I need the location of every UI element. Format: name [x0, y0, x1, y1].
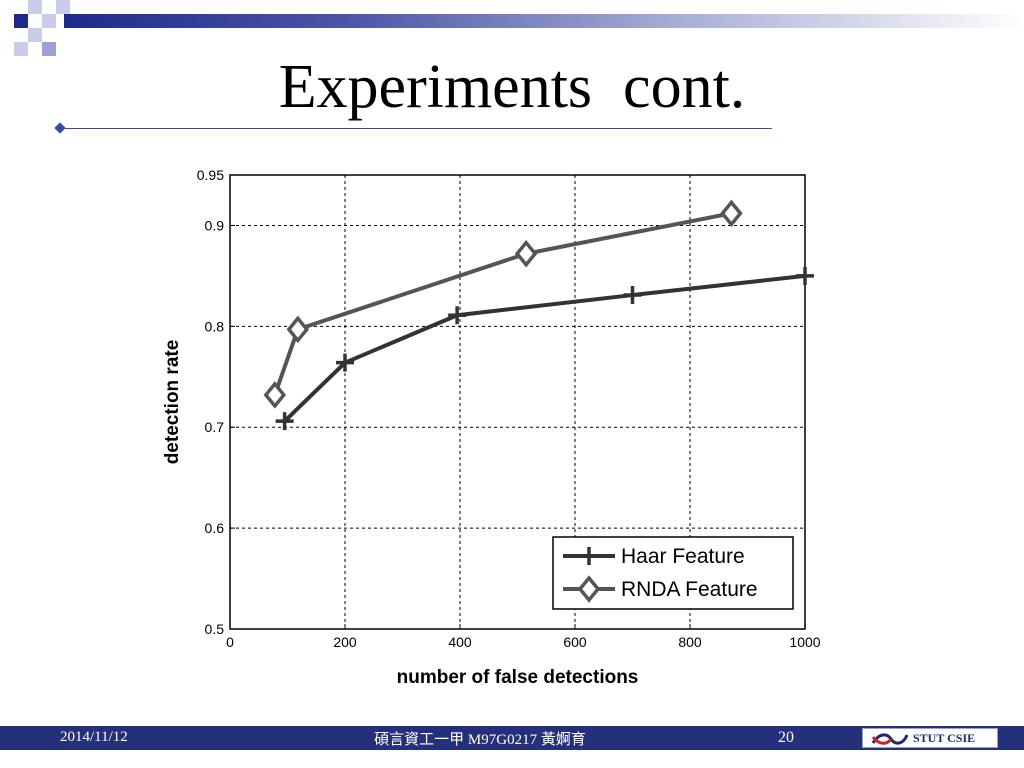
x-tick-label: 200 [333, 634, 357, 650]
series-1-point [263, 381, 287, 409]
legend-marker [577, 575, 601, 603]
series-0-point [336, 353, 354, 372]
series-0-point [796, 266, 814, 285]
chart: 0 200 400 600 800 1000 0.5 0.6 0.7 0.8 0.9 0.95 numb… [162, 167, 821, 688]
y-tick-label: 0.6 [205, 520, 225, 536]
x-tick-label: 0 [226, 634, 234, 650]
series-0-point [275, 412, 294, 431]
x-tick-label: 600 [563, 634, 587, 650]
y-axis-label: detection rate [162, 340, 183, 465]
x-tick-label: 1000 [789, 634, 820, 650]
title-rule [60, 128, 772, 129]
series-1-point [286, 315, 310, 344]
footer-center-text: 碩言資工一甲 M97G0217 黃婀育 [374, 732, 586, 748]
y-tick-label: 0.7 [205, 419, 225, 435]
y-tick-label: 0.5 [205, 621, 225, 637]
top-band [64, 14, 1024, 28]
title-rule-dot [54, 122, 66, 134]
logo-text: STUT CSIE [913, 731, 976, 745]
footer-date: 2014/11/12 [60, 729, 128, 745]
series-1-point [720, 199, 743, 228]
series-line-1 [272, 211, 732, 396]
footer-bar: 2014/11/12 碩言資工一甲 M97G0217 黃婀育 20 [0, 726, 1024, 750]
x-tick-label: 800 [678, 634, 702, 650]
y-tick-label: 0.8 [205, 318, 225, 334]
x-axis-label: number of false detections [397, 667, 639, 688]
legend-label: RNDA Feature [621, 578, 758, 601]
series-0-point [623, 286, 642, 305]
slide-title: Experiments cont. [278, 53, 746, 121]
series-0-point [448, 306, 467, 325]
corner-decoration [0, 0, 80, 64]
legend-label: Haar Feature [621, 545, 745, 568]
y-tick-label: 0.9 [205, 217, 225, 233]
series-1-point [514, 239, 538, 268]
stut-csie-logo: STUT CSIE [862, 728, 998, 748]
legend-marker [580, 547, 598, 565]
y-tick-label: 0.95 [197, 167, 224, 183]
logo-mark-icon [871, 733, 909, 745]
page-number: 20 [778, 729, 794, 746]
x-tick-label: 400 [448, 634, 472, 650]
